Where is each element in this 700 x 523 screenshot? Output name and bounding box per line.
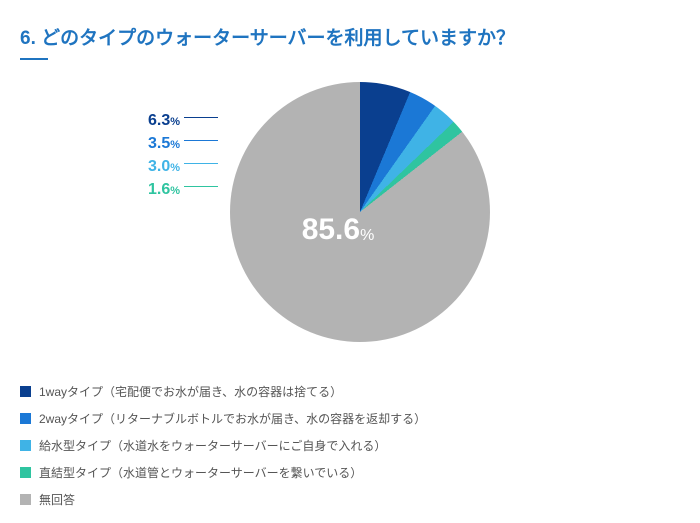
callout-0: 6.3% <box>0 112 218 130</box>
legend-label: 直結型タイプ（水道管とウォーターサーバーを繋いでいる） <box>39 464 362 481</box>
pie-chart: 85.6 % 6.3%3.5%3.0%1.6% <box>0 72 700 372</box>
legend-swatch <box>20 494 31 505</box>
callout-2: 3.0% <box>0 158 218 176</box>
callout-line <box>184 186 218 187</box>
legend-item-2: 給水型タイプ（水道水をウォーターサーバーにご自身で入れる） <box>20 437 426 454</box>
callout-pct: % <box>170 162 180 174</box>
legend-swatch <box>20 413 31 424</box>
legend-swatch <box>20 386 31 397</box>
legend-label: 1wayタイプ（宅配便でお水が届き、水の容器は捨てる） <box>39 383 342 400</box>
legend-swatch <box>20 440 31 451</box>
legend-item-3: 直結型タイプ（水道管とウォーターサーバーを繋いでいる） <box>20 464 426 481</box>
legend-label: 2wayタイプ（リターナブルボトルでお水が届き、水の容器を返却する） <box>39 410 426 427</box>
title-underline <box>20 58 48 60</box>
callout-line <box>184 140 218 141</box>
callout-value: 3.5 <box>148 135 170 152</box>
callout-value: 6.3 <box>148 112 170 129</box>
chart-title: 6. どのタイプのウォーターサーバーを利用していますか？ <box>20 23 515 50</box>
callout-value: 3.0 <box>148 158 170 175</box>
callout-line <box>184 117 218 118</box>
legend-item-4: 無回答 <box>20 491 426 508</box>
legend-item-1: 2wayタイプ（リターナブルボトルでお水が届き、水の容器を返却する） <box>20 410 426 427</box>
callout-3: 1.6% <box>0 181 218 199</box>
callout-pct: % <box>170 185 180 197</box>
legend-label: 無回答 <box>39 491 75 508</box>
legend: 1wayタイプ（宅配便でお水が届き、水の容器は捨てる） 2wayタイプ（リターナブ… <box>20 383 426 518</box>
callout-pct: % <box>170 116 180 128</box>
pie-disc <box>230 82 490 342</box>
legend-swatch <box>20 467 31 478</box>
callout-1: 3.5% <box>0 135 218 153</box>
legend-item-0: 1wayタイプ（宅配便でお水が届き、水の容器は捨てる） <box>20 383 426 400</box>
legend-label: 給水型タイプ（水道水をウォーターサーバーにご自身で入れる） <box>39 437 386 454</box>
callout-pct: % <box>170 139 180 151</box>
callout-value: 1.6 <box>148 181 170 198</box>
callout-line <box>184 163 218 164</box>
